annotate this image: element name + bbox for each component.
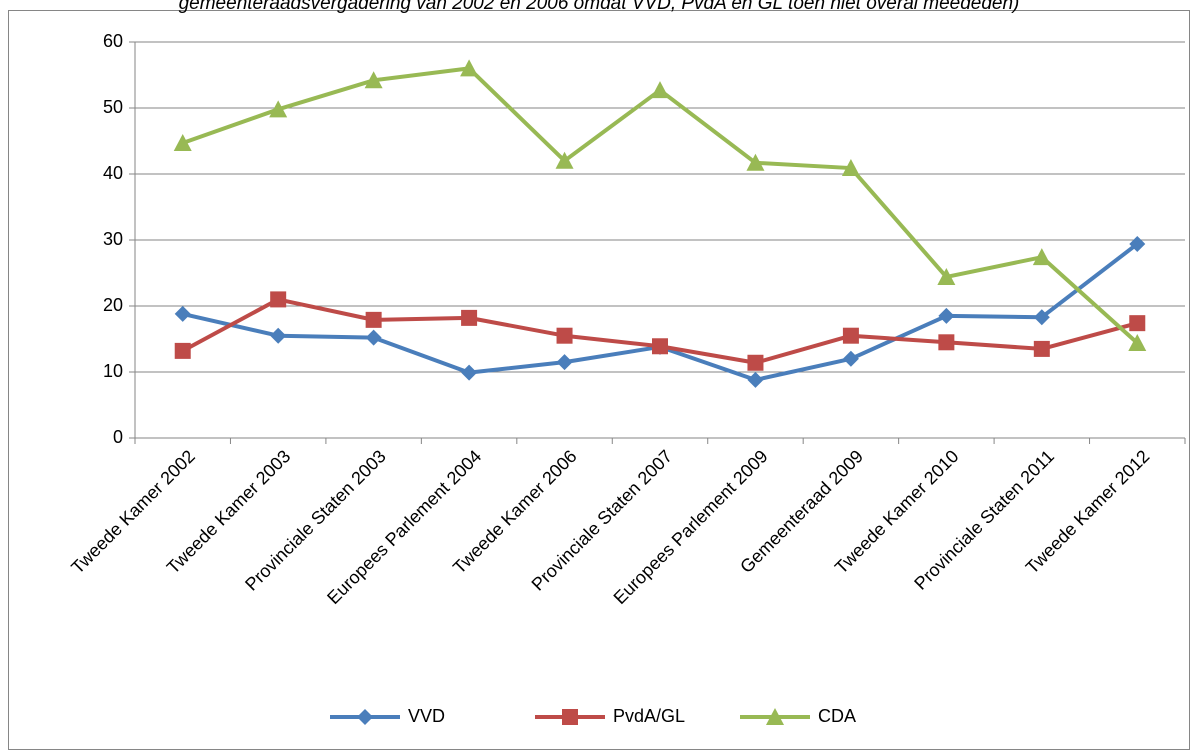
marker (937, 267, 956, 285)
y-tick-label: 20 (103, 295, 123, 315)
marker (461, 309, 478, 326)
marker (1032, 248, 1051, 266)
marker (555, 151, 574, 169)
marker (461, 364, 478, 381)
marker (270, 327, 287, 344)
marker (651, 81, 669, 99)
marker (556, 327, 573, 344)
marker (270, 291, 287, 308)
y-tick-label: 50 (103, 97, 123, 117)
legend-marker (562, 709, 578, 725)
marker (556, 354, 573, 371)
y-tick-label: 40 (103, 163, 123, 183)
marker (174, 305, 191, 322)
marker (652, 338, 668, 355)
marker (174, 342, 191, 359)
marker (746, 153, 765, 171)
marker (1033, 309, 1050, 326)
y-tick-label: 60 (103, 31, 123, 51)
chart-frame (8, 10, 1190, 750)
marker (747, 371, 764, 388)
legend-marker (357, 709, 373, 725)
marker (747, 354, 764, 371)
legend-marker (766, 708, 784, 725)
marker (938, 307, 955, 324)
marker (1129, 235, 1146, 252)
legend-label: CDA (818, 706, 856, 726)
marker (1129, 315, 1146, 332)
marker (842, 327, 859, 344)
caption: gemeenteraadsvergadering van 2002 en 200… (179, 0, 1020, 14)
marker (269, 100, 288, 118)
marker (365, 311, 382, 328)
y-tick-label: 10 (103, 361, 123, 381)
marker (938, 334, 955, 351)
marker (841, 159, 860, 177)
marker (1033, 340, 1050, 357)
y-tick-label: 0 (113, 427, 123, 447)
marker (460, 59, 479, 77)
marker (842, 350, 859, 367)
y-tick-label: 30 (103, 229, 123, 249)
legend-label: VVD (408, 706, 445, 726)
legend-label: PvdA/GL (613, 706, 685, 726)
marker (1128, 333, 1147, 351)
marker (365, 329, 382, 346)
marker (364, 71, 383, 89)
marker (173, 133, 192, 151)
